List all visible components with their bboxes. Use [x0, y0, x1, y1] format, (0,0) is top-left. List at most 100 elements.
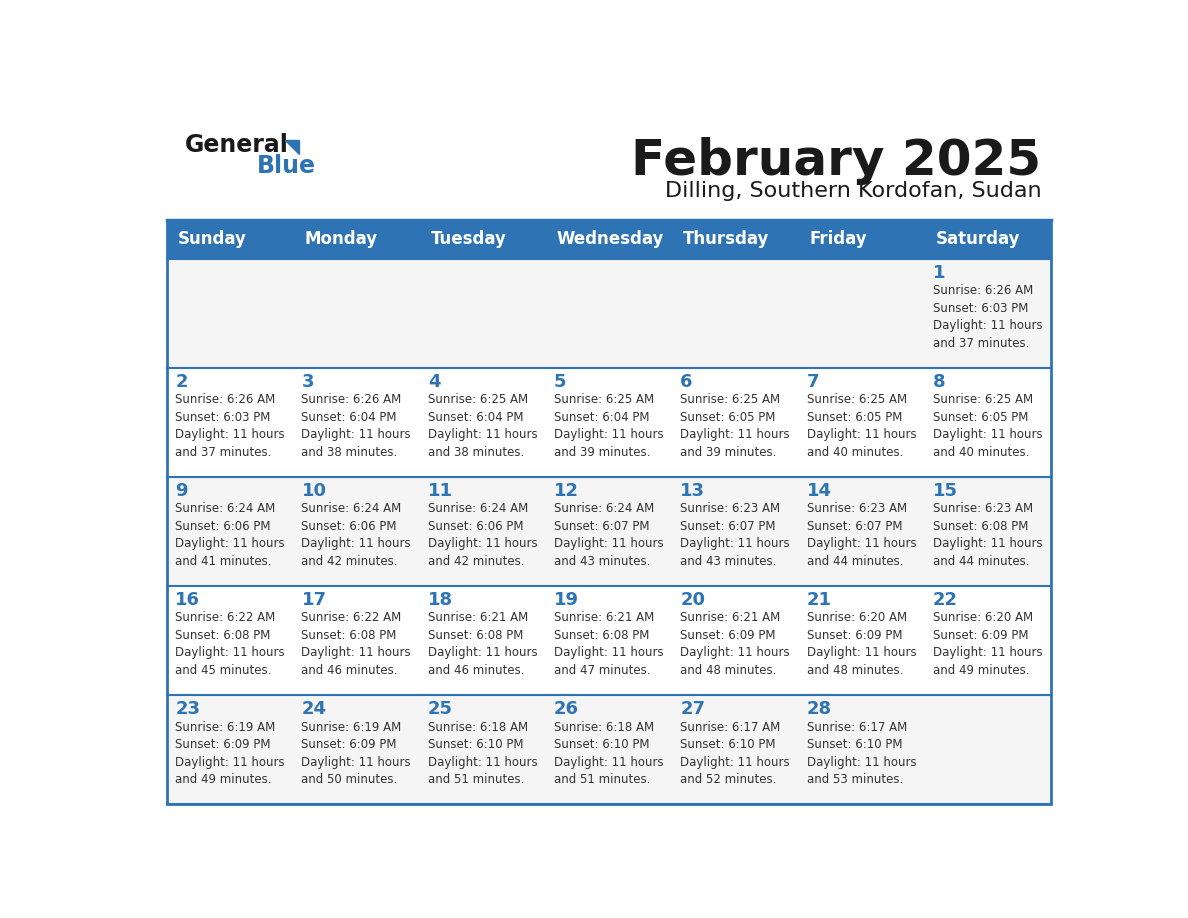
FancyBboxPatch shape	[419, 476, 545, 586]
Text: Sunrise: 6:23 AM
Sunset: 6:07 PM
Daylight: 11 hours
and 44 minutes.: Sunrise: 6:23 AM Sunset: 6:07 PM Dayligh…	[807, 502, 916, 568]
Text: Sunrise: 6:24 AM
Sunset: 6:06 PM
Daylight: 11 hours
and 42 minutes.: Sunrise: 6:24 AM Sunset: 6:06 PM Dayligh…	[302, 502, 411, 568]
FancyBboxPatch shape	[166, 476, 293, 586]
Text: Blue: Blue	[257, 154, 316, 178]
Text: Sunrise: 6:18 AM
Sunset: 6:10 PM
Daylight: 11 hours
and 51 minutes.: Sunrise: 6:18 AM Sunset: 6:10 PM Dayligh…	[554, 721, 664, 786]
FancyBboxPatch shape	[798, 476, 924, 586]
Text: Sunrise: 6:18 AM
Sunset: 6:10 PM
Daylight: 11 hours
and 51 minutes.: Sunrise: 6:18 AM Sunset: 6:10 PM Dayligh…	[428, 721, 537, 786]
FancyBboxPatch shape	[293, 695, 419, 804]
Text: 26: 26	[554, 700, 579, 718]
Text: 1: 1	[933, 263, 946, 282]
Text: Sunrise: 6:21 AM
Sunset: 6:09 PM
Daylight: 11 hours
and 48 minutes.: Sunrise: 6:21 AM Sunset: 6:09 PM Dayligh…	[681, 611, 790, 677]
Text: Sunrise: 6:21 AM
Sunset: 6:08 PM
Daylight: 11 hours
and 47 minutes.: Sunrise: 6:21 AM Sunset: 6:08 PM Dayligh…	[554, 611, 664, 677]
FancyBboxPatch shape	[293, 368, 419, 476]
FancyBboxPatch shape	[419, 586, 545, 695]
FancyBboxPatch shape	[293, 586, 419, 695]
FancyBboxPatch shape	[924, 259, 1051, 368]
Text: 3: 3	[302, 373, 314, 391]
Text: 20: 20	[681, 591, 706, 609]
Text: Sunrise: 6:25 AM
Sunset: 6:04 PM
Daylight: 11 hours
and 38 minutes.: Sunrise: 6:25 AM Sunset: 6:04 PM Dayligh…	[428, 393, 537, 459]
Text: 22: 22	[933, 591, 958, 609]
Text: 24: 24	[302, 700, 327, 718]
FancyBboxPatch shape	[672, 586, 798, 695]
Text: Sunrise: 6:23 AM
Sunset: 6:08 PM
Daylight: 11 hours
and 44 minutes.: Sunrise: 6:23 AM Sunset: 6:08 PM Dayligh…	[933, 502, 1042, 568]
Text: 23: 23	[175, 700, 201, 718]
FancyBboxPatch shape	[545, 368, 672, 476]
FancyBboxPatch shape	[672, 695, 798, 804]
Text: 11: 11	[428, 482, 453, 499]
Text: 12: 12	[554, 482, 579, 499]
Text: 25: 25	[428, 700, 453, 718]
Text: 17: 17	[302, 591, 327, 609]
Text: Sunrise: 6:19 AM
Sunset: 6:09 PM
Daylight: 11 hours
and 50 minutes.: Sunrise: 6:19 AM Sunset: 6:09 PM Dayligh…	[302, 721, 411, 786]
Text: Dilling, Southern Kordofan, Sudan: Dilling, Southern Kordofan, Sudan	[665, 181, 1042, 201]
FancyBboxPatch shape	[672, 368, 798, 476]
FancyBboxPatch shape	[293, 259, 419, 368]
Text: Sunrise: 6:20 AM
Sunset: 6:09 PM
Daylight: 11 hours
and 49 minutes.: Sunrise: 6:20 AM Sunset: 6:09 PM Dayligh…	[933, 611, 1042, 677]
Text: 16: 16	[175, 591, 201, 609]
Text: Sunrise: 6:25 AM
Sunset: 6:04 PM
Daylight: 11 hours
and 39 minutes.: Sunrise: 6:25 AM Sunset: 6:04 PM Dayligh…	[554, 393, 664, 459]
Text: Friday: Friday	[809, 230, 867, 248]
Text: Sunrise: 6:22 AM
Sunset: 6:08 PM
Daylight: 11 hours
and 45 minutes.: Sunrise: 6:22 AM Sunset: 6:08 PM Dayligh…	[175, 611, 285, 677]
Text: Sunrise: 6:25 AM
Sunset: 6:05 PM
Daylight: 11 hours
and 40 minutes.: Sunrise: 6:25 AM Sunset: 6:05 PM Dayligh…	[933, 393, 1042, 459]
FancyBboxPatch shape	[419, 259, 545, 368]
Text: 5: 5	[554, 373, 567, 391]
FancyBboxPatch shape	[166, 368, 293, 476]
FancyBboxPatch shape	[545, 476, 672, 586]
Text: Sunrise: 6:24 AM
Sunset: 6:07 PM
Daylight: 11 hours
and 43 minutes.: Sunrise: 6:24 AM Sunset: 6:07 PM Dayligh…	[554, 502, 664, 568]
FancyBboxPatch shape	[672, 259, 798, 368]
FancyBboxPatch shape	[924, 586, 1051, 695]
FancyBboxPatch shape	[924, 476, 1051, 586]
FancyBboxPatch shape	[798, 368, 924, 476]
FancyBboxPatch shape	[166, 586, 293, 695]
Text: 7: 7	[807, 373, 819, 391]
Text: 8: 8	[933, 373, 946, 391]
FancyBboxPatch shape	[545, 259, 672, 368]
Text: 19: 19	[554, 591, 579, 609]
Text: Sunrise: 6:26 AM
Sunset: 6:03 PM
Daylight: 11 hours
and 37 minutes.: Sunrise: 6:26 AM Sunset: 6:03 PM Dayligh…	[933, 284, 1042, 350]
Text: Sunrise: 6:21 AM
Sunset: 6:08 PM
Daylight: 11 hours
and 46 minutes.: Sunrise: 6:21 AM Sunset: 6:08 PM Dayligh…	[428, 611, 537, 677]
FancyBboxPatch shape	[166, 695, 293, 804]
Text: 21: 21	[807, 591, 832, 609]
Text: Sunrise: 6:26 AM
Sunset: 6:04 PM
Daylight: 11 hours
and 38 minutes.: Sunrise: 6:26 AM Sunset: 6:04 PM Dayligh…	[302, 393, 411, 459]
Text: Sunrise: 6:22 AM
Sunset: 6:08 PM
Daylight: 11 hours
and 46 minutes.: Sunrise: 6:22 AM Sunset: 6:08 PM Dayligh…	[302, 611, 411, 677]
Text: 27: 27	[681, 700, 706, 718]
Text: Thursday: Thursday	[683, 230, 770, 248]
FancyBboxPatch shape	[924, 368, 1051, 476]
Text: 10: 10	[302, 482, 327, 499]
FancyBboxPatch shape	[798, 259, 924, 368]
Text: 28: 28	[807, 700, 832, 718]
FancyBboxPatch shape	[419, 368, 545, 476]
Text: Sunday: Sunday	[178, 230, 247, 248]
Text: 6: 6	[681, 373, 693, 391]
Text: Sunrise: 6:25 AM
Sunset: 6:05 PM
Daylight: 11 hours
and 40 minutes.: Sunrise: 6:25 AM Sunset: 6:05 PM Dayligh…	[807, 393, 916, 459]
Text: Sunrise: 6:19 AM
Sunset: 6:09 PM
Daylight: 11 hours
and 49 minutes.: Sunrise: 6:19 AM Sunset: 6:09 PM Dayligh…	[175, 721, 285, 786]
Text: Sunrise: 6:26 AM
Sunset: 6:03 PM
Daylight: 11 hours
and 37 minutes.: Sunrise: 6:26 AM Sunset: 6:03 PM Dayligh…	[175, 393, 285, 459]
Text: Tuesday: Tuesday	[430, 230, 506, 248]
Text: Sunrise: 6:23 AM
Sunset: 6:07 PM
Daylight: 11 hours
and 43 minutes.: Sunrise: 6:23 AM Sunset: 6:07 PM Dayligh…	[681, 502, 790, 568]
Text: Sunrise: 6:17 AM
Sunset: 6:10 PM
Daylight: 11 hours
and 52 minutes.: Sunrise: 6:17 AM Sunset: 6:10 PM Dayligh…	[681, 721, 790, 786]
Text: 18: 18	[428, 591, 453, 609]
Text: General: General	[185, 133, 289, 157]
Text: 14: 14	[807, 482, 832, 499]
Text: 9: 9	[175, 482, 188, 499]
Text: Saturday: Saturday	[936, 230, 1020, 248]
FancyBboxPatch shape	[419, 695, 545, 804]
Text: February 2025: February 2025	[632, 137, 1042, 185]
Polygon shape	[285, 140, 299, 154]
Text: Wednesday: Wednesday	[557, 230, 664, 248]
FancyBboxPatch shape	[672, 476, 798, 586]
Text: Sunrise: 6:20 AM
Sunset: 6:09 PM
Daylight: 11 hours
and 48 minutes.: Sunrise: 6:20 AM Sunset: 6:09 PM Dayligh…	[807, 611, 916, 677]
Text: Sunrise: 6:24 AM
Sunset: 6:06 PM
Daylight: 11 hours
and 41 minutes.: Sunrise: 6:24 AM Sunset: 6:06 PM Dayligh…	[175, 502, 285, 568]
Text: 13: 13	[681, 482, 706, 499]
FancyBboxPatch shape	[545, 586, 672, 695]
Text: Sunrise: 6:17 AM
Sunset: 6:10 PM
Daylight: 11 hours
and 53 minutes.: Sunrise: 6:17 AM Sunset: 6:10 PM Dayligh…	[807, 721, 916, 786]
FancyBboxPatch shape	[166, 219, 1051, 259]
FancyBboxPatch shape	[545, 695, 672, 804]
FancyBboxPatch shape	[166, 259, 293, 368]
Text: 15: 15	[933, 482, 958, 499]
Text: 2: 2	[175, 373, 188, 391]
FancyBboxPatch shape	[798, 586, 924, 695]
FancyBboxPatch shape	[924, 695, 1051, 804]
FancyBboxPatch shape	[293, 476, 419, 586]
Text: Sunrise: 6:25 AM
Sunset: 6:05 PM
Daylight: 11 hours
and 39 minutes.: Sunrise: 6:25 AM Sunset: 6:05 PM Dayligh…	[681, 393, 790, 459]
